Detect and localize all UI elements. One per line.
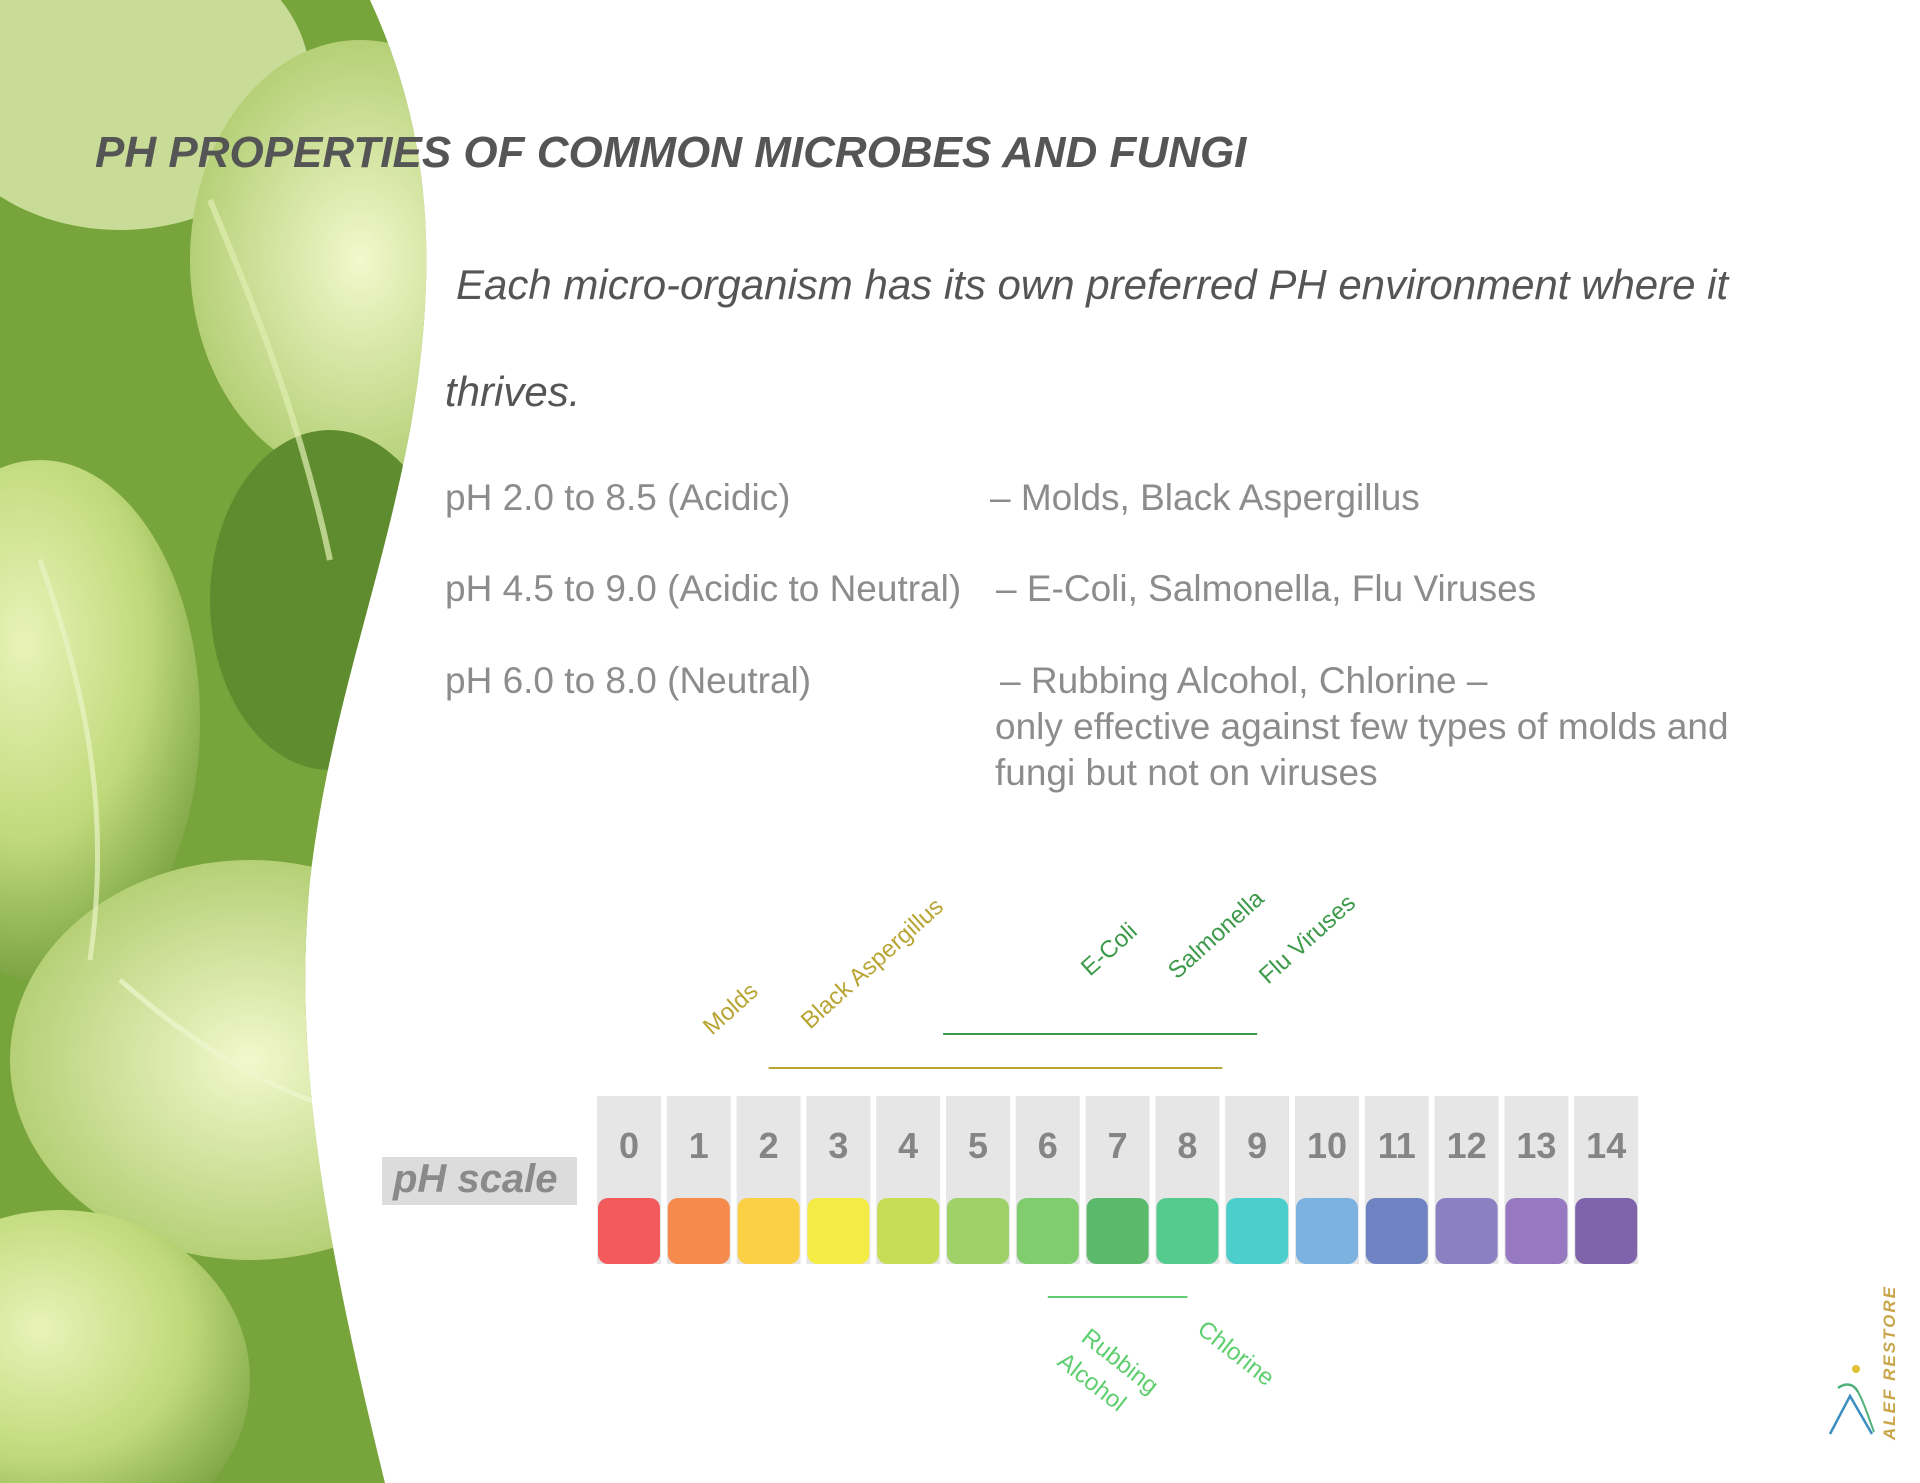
ph-number-13: 13 (1516, 1125, 1556, 1166)
ph-scale-label: pH scale (393, 1157, 558, 1201)
range-acidic-neutral-microbes: – E-Coli, Salmonella, Flu Viruses (996, 568, 1537, 609)
ph-swatch-2 (737, 1198, 800, 1264)
microbe-label-black-aspergillus: Black Aspergillus (796, 893, 949, 1034)
ph-number-12: 12 (1447, 1125, 1487, 1166)
ph-number-8: 8 (1177, 1125, 1197, 1166)
ph-number-10: 10 (1307, 1125, 1347, 1166)
microbe-label-e-coli: E-Coli (1076, 918, 1143, 982)
ph-swatch-0 (598, 1198, 660, 1264)
range-neutral-note-1: only effective against few types of mold… (995, 706, 1729, 747)
range-neutral: pH 6.0 to 8.0 (Neutral) (445, 660, 812, 701)
page-title: PH PROPERTIES OF COMMON MICROBES AND FUN… (95, 128, 1247, 177)
ph-number-2: 2 (759, 1125, 779, 1166)
brand-logo-icon (1828, 1365, 1875, 1435)
ph-number-7: 7 (1108, 1125, 1128, 1166)
intro-line-2: thrives. (445, 368, 581, 415)
ph-swatch-3 (807, 1198, 870, 1264)
range-neutral-note-2: fungi but not on viruses (995, 752, 1378, 793)
range-acidic-neutral: pH 4.5 to 9.0 (Acidic to Neutral) (445, 568, 962, 609)
microbe-label-flu-viruses: Flu Viruses (1254, 889, 1361, 989)
range-neutral-agents: – Rubbing Alcohol, Chlorine – (1000, 660, 1488, 701)
ph-swatch-11 (1365, 1198, 1428, 1264)
ph-swatch-8 (1156, 1198, 1219, 1264)
ph-swatch-1 (667, 1198, 730, 1264)
intro-line-1: Each micro-organism has its own preferre… (456, 261, 1729, 308)
ph-number-9: 9 (1247, 1125, 1267, 1166)
ph-swatch-14 (1575, 1198, 1638, 1264)
ph-number-6: 6 (1038, 1125, 1058, 1166)
ph-number-3: 3 (828, 1125, 848, 1166)
ph-swatch-10 (1296, 1198, 1358, 1264)
ph-number-0: 0 (619, 1125, 639, 1166)
ph-swatch-12 (1435, 1198, 1498, 1264)
ph-number-5: 5 (968, 1125, 988, 1166)
ph-number-4: 4 (898, 1125, 918, 1166)
microbe-label-molds: Molds (698, 978, 764, 1041)
ph-swatch-5 (947, 1198, 1009, 1264)
range-acidic-microbes: – Molds, Black Aspergillus (990, 477, 1420, 518)
ph-number-1: 1 (689, 1125, 709, 1166)
ph-swatch-6 (1016, 1198, 1079, 1264)
ph-swatch-9 (1226, 1198, 1289, 1264)
ph-number-14: 14 (1586, 1125, 1626, 1166)
range-acidic: pH 2.0 to 8.5 (Acidic) (445, 477, 791, 518)
ph-swatch-13 (1505, 1198, 1568, 1264)
ph-scale-label-bg (382, 1157, 577, 1205)
ph-swatch-7 (1086, 1198, 1149, 1264)
ph-number-11: 11 (1378, 1125, 1416, 1166)
disinfectant-label-chlorine: Chlorine (1192, 1315, 1279, 1391)
brand-name: ALEF RESTORE (1880, 1285, 1899, 1440)
ph-swatch-4 (877, 1198, 940, 1264)
